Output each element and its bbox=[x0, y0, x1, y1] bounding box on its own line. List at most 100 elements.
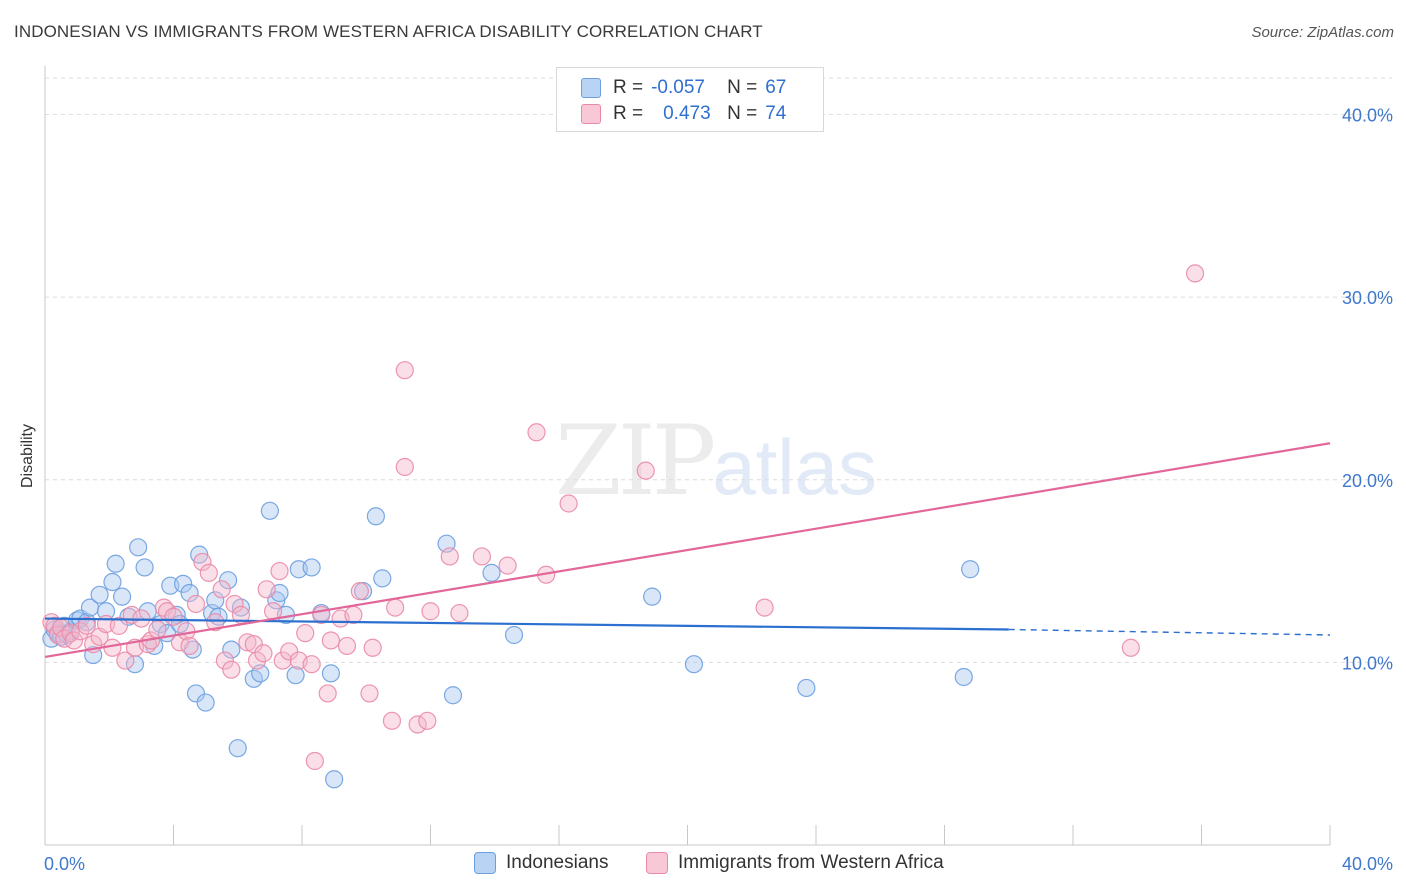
western-africa-trend-line bbox=[44, 442, 1331, 658]
y-tick-label: 30.0% bbox=[1342, 288, 1393, 308]
western-africa-point bbox=[450, 603, 469, 623]
western-africa-point bbox=[498, 556, 517, 575]
western-africa-point bbox=[1185, 264, 1205, 283]
western-africa-point bbox=[273, 651, 292, 670]
legend-r-label: R = bbox=[613, 77, 644, 98]
western-africa-point bbox=[180, 636, 199, 656]
legend-n-value: 67 bbox=[765, 77, 787, 98]
watermark-atlas: atlas bbox=[712, 423, 877, 511]
western-africa-point bbox=[421, 602, 440, 621]
western-africa-point bbox=[186, 594, 206, 614]
western-africa-point bbox=[116, 651, 135, 670]
source-label: Source: ZipAtlas.com bbox=[1251, 24, 1394, 41]
western-africa-point bbox=[636, 461, 655, 480]
indonesians-point bbox=[321, 664, 341, 683]
series-legend-label: Immigrants from Western Africa bbox=[678, 852, 944, 873]
western-africa-point bbox=[222, 660, 241, 679]
western-africa-point bbox=[206, 613, 225, 632]
western-africa-point bbox=[280, 642, 299, 661]
indonesians-point bbox=[106, 554, 125, 573]
indonesians-point bbox=[129, 538, 148, 557]
indonesians-trend-extension bbox=[1008, 628, 1331, 636]
indonesians-point bbox=[112, 587, 132, 606]
western-africa-point bbox=[305, 751, 324, 771]
western-africa-point bbox=[254, 644, 273, 663]
indonesians-point bbox=[286, 666, 305, 685]
indonesians-point bbox=[302, 558, 321, 577]
western-africa-point bbox=[472, 547, 491, 566]
western-africa-point bbox=[440, 547, 459, 566]
western-africa-point bbox=[360, 684, 379, 703]
western-africa-point bbox=[193, 552, 212, 572]
chart-title: INDONESIAN VS IMMIGRANTS FROM WESTERN AF… bbox=[14, 22, 763, 41]
western-africa-point bbox=[270, 561, 289, 581]
western-africa-point bbox=[225, 594, 244, 614]
indonesians-point bbox=[103, 572, 122, 592]
western-africa-point bbox=[418, 711, 437, 730]
legend-row-indonesians: R = -0.057 N = 67 bbox=[581, 76, 786, 100]
western-africa-point bbox=[408, 715, 427, 734]
legend-r-label: R = bbox=[613, 103, 644, 124]
western-africa-point bbox=[257, 580, 276, 599]
indonesians-point bbox=[954, 667, 973, 687]
western-africa-point bbox=[296, 624, 315, 643]
indonesians-point bbox=[482, 563, 501, 582]
x-tick-label: 0.0% bbox=[44, 854, 85, 874]
series-legend-indonesians[interactable]: Indonesians bbox=[474, 852, 608, 874]
y-tick-label: 20.0% bbox=[1342, 471, 1393, 491]
series-swatch-pink bbox=[646, 852, 668, 874]
y-tick-label: 40.0% bbox=[1342, 106, 1393, 126]
indonesians-point bbox=[260, 501, 279, 520]
indonesians-trend-line bbox=[44, 617, 1009, 631]
indonesians-point bbox=[961, 560, 980, 579]
legend-n-label: N = bbox=[727, 103, 758, 124]
western-africa-point bbox=[318, 684, 337, 703]
indonesians-point bbox=[174, 574, 193, 593]
watermark: ZIPatlas bbox=[555, 405, 877, 517]
western-africa-point bbox=[164, 607, 183, 626]
western-africa-point bbox=[527, 423, 546, 442]
western-africa-point bbox=[559, 494, 578, 513]
indonesians-point bbox=[797, 678, 816, 698]
western-africa-point bbox=[238, 633, 257, 652]
indonesians-point bbox=[222, 640, 241, 659]
indonesians-point bbox=[135, 558, 154, 577]
western-africa-point bbox=[395, 457, 414, 477]
western-africa-point bbox=[321, 631, 341, 650]
y-tick-label: 10.0% bbox=[1342, 653, 1393, 673]
indonesians-point bbox=[443, 686, 463, 705]
series-legend-label: Indonesians bbox=[506, 852, 609, 873]
legend-swatch-pink bbox=[581, 104, 601, 124]
indonesians-point bbox=[504, 625, 524, 645]
legend-n-label: N = bbox=[727, 77, 758, 98]
series-legend-western-africa[interactable]: Immigrants from Western Africa bbox=[646, 852, 944, 874]
indonesians-point bbox=[186, 684, 206, 703]
watermark-zip: ZIP bbox=[555, 405, 716, 517]
series-legend: Indonesians Immigrants from Western Afri… bbox=[0, 852, 1406, 878]
western-africa-point bbox=[212, 580, 231, 599]
western-africa-point bbox=[1121, 638, 1140, 657]
indonesians-point bbox=[180, 583, 199, 603]
legend-row-western-africa: R = 0.473 N = 74 bbox=[581, 102, 786, 126]
legend-r-value: 0.473 bbox=[663, 103, 711, 124]
indonesians-point bbox=[684, 655, 704, 674]
western-africa-point bbox=[215, 651, 234, 670]
western-africa-point bbox=[344, 605, 363, 625]
western-africa-point bbox=[302, 655, 321, 674]
western-africa-point bbox=[363, 638, 382, 657]
indonesians-point bbox=[373, 569, 392, 588]
correlation-legend: R = -0.057 N = 67 R = 0.473 N = 74 bbox=[556, 67, 824, 132]
indonesians-point bbox=[643, 587, 662, 606]
indonesians-point bbox=[228, 739, 247, 758]
western-africa-point bbox=[199, 563, 218, 582]
western-africa-point bbox=[395, 361, 414, 380]
western-africa-point bbox=[350, 582, 369, 601]
western-africa-point bbox=[386, 598, 405, 617]
indonesians-point bbox=[196, 693, 215, 712]
western-africa-point bbox=[148, 620, 167, 639]
legend-n-value: 74 bbox=[765, 103, 787, 124]
indonesians-point bbox=[325, 770, 344, 789]
indonesians-point bbox=[219, 571, 238, 590]
legend-r-value: -0.057 bbox=[651, 77, 705, 98]
